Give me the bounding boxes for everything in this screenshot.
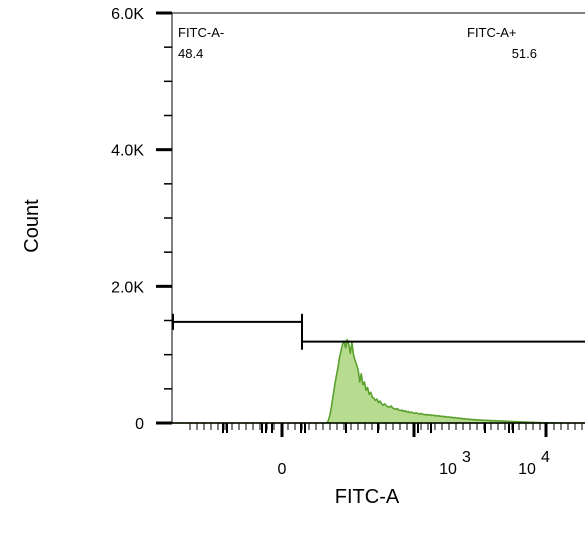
x-tick-label: 10 [439,461,457,478]
y-tick-label: 2.0K [111,279,144,296]
gate-positive-name: FITC-A+ [467,25,516,40]
gate-negative-name: FITC-A- [178,25,224,40]
x-axis-label: FITC-A [335,486,400,508]
y-axis: 0 2.0K 4.0K 6.0K [111,6,172,433]
y-tick-label: 6.0K [111,6,144,23]
gate-negative-percent: 48.4 [178,46,203,61]
x-axis: 0 10 3 10 4 [189,423,583,478]
y-axis-label: Count [21,199,43,253]
gate-positive-percent: 51.6 [512,46,537,61]
histogram-series [171,338,585,424]
y-tick-label: 4.0K [111,143,144,160]
y-tick-label: 0 [135,416,144,433]
x-tick-exponent: 3 [462,449,471,466]
x-tick-label: 0 [278,461,287,478]
x-tick-label: 10 [518,461,536,478]
x-tick-exponent: 4 [541,449,550,466]
gates: FITC-A- 48.4 FITC-A+ 51.6 [172,25,585,350]
plot-area [171,12,585,424]
